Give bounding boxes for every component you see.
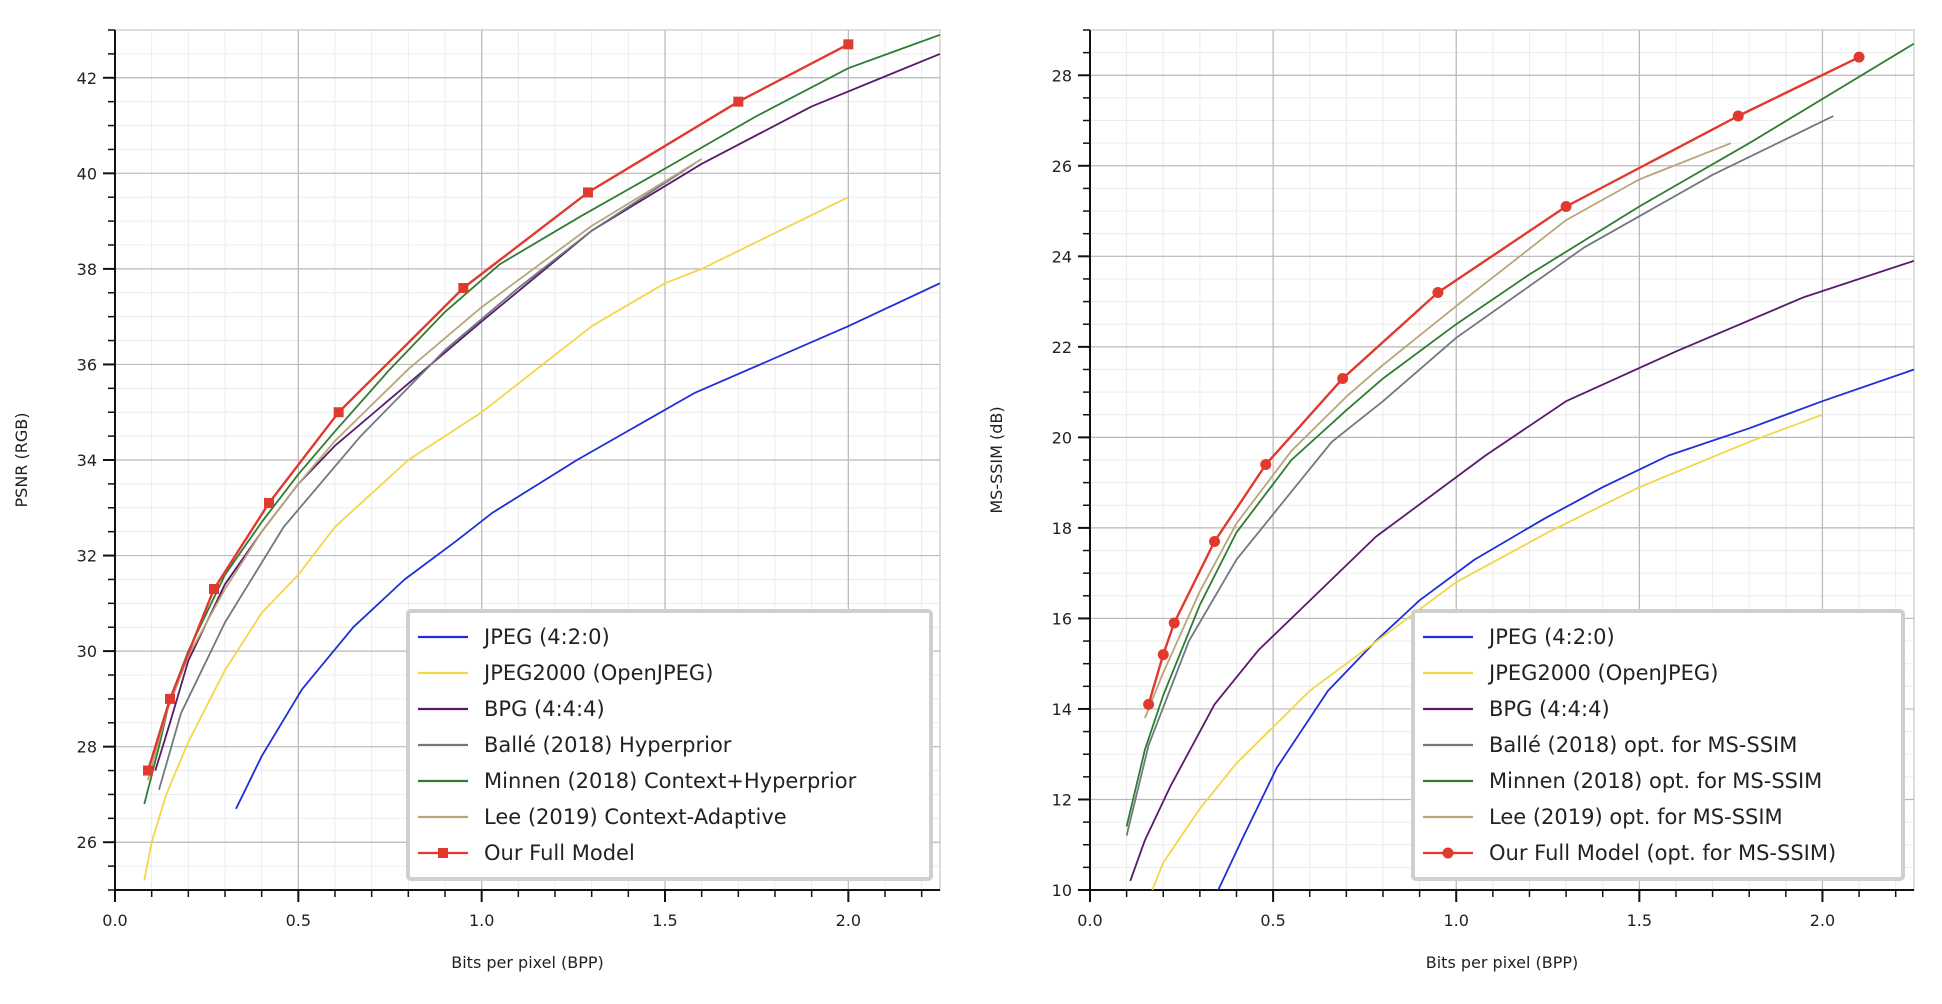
y-tick-label: 16 <box>1052 609 1072 628</box>
data-point-ours <box>458 283 469 293</box>
x-tick-label: 2.0 <box>836 911 861 930</box>
legend-label: Our Full Model <box>484 841 635 865</box>
series-line-jpeg2000 <box>1151 413 1823 890</box>
y-axis-label: MS-SSIM (dB) <box>987 406 1006 513</box>
series-layer <box>143 33 940 881</box>
y-tick-label: 30 <box>77 642 97 661</box>
series-line-lee <box>147 158 703 781</box>
series-line-lee <box>1144 142 1732 719</box>
x-tick-label: 1.0 <box>469 911 494 930</box>
y-tick-label: 40 <box>77 164 97 183</box>
legend: JPEG (4:2:0) JPEG2000 (OpenJPEG) BPG (4:4:… <box>406 609 933 881</box>
series-line-balle <box>158 163 695 790</box>
legend-label: Minnen (2018) opt. for MS-SSIM <box>1489 769 1822 793</box>
series-line-ours <box>1147 56 1860 705</box>
data-point-ours <box>1209 535 1221 547</box>
data-point-ours <box>1432 287 1444 299</box>
data-point-ours <box>1853 51 1865 63</box>
x-tick-label: 2.0 <box>1810 911 1835 930</box>
data-point-ours <box>1337 373 1349 385</box>
x-tick-label: 1.5 <box>652 911 677 930</box>
y-tick-label: 42 <box>77 69 97 88</box>
y-tick-label: 26 <box>1052 157 1072 176</box>
legend-label: Lee (2019) Context-Adaptive <box>484 805 787 829</box>
y-axis-label: PSNR (RGB) <box>12 413 31 508</box>
legend-marker-square <box>438 848 448 858</box>
legend-label: JPEG (4:2:0) <box>1487 625 1615 649</box>
series-line-jpeg2000 <box>143 196 849 881</box>
x-tick-label: 0.0 <box>1077 911 1102 930</box>
data-point-ours <box>1260 459 1272 471</box>
y-tick-label: 12 <box>1052 790 1072 809</box>
series-line-bpg <box>154 53 940 771</box>
y-tick-label: 24 <box>1052 247 1072 266</box>
legend-label: BPG (4:4:4) <box>484 697 605 721</box>
data-point-ours <box>1157 649 1169 661</box>
x-tick-label: 0.5 <box>286 911 311 930</box>
x-tick-label: 1.0 <box>1443 911 1468 930</box>
data-point-ours <box>333 407 344 418</box>
series-line-minnen <box>1125 42 1914 827</box>
data-point-ours <box>1143 698 1155 710</box>
y-tick-label: 34 <box>77 451 97 470</box>
data-point-ours <box>583 187 593 198</box>
x-axis-label: Bits per pixel (BPP) <box>1426 953 1579 972</box>
series-line-bpg <box>1129 259 1914 882</box>
legend-box <box>406 609 933 881</box>
x-tick-label: 0.0 <box>102 911 127 930</box>
psnr-panel: 0.0 0.5 1.0 1.5 2.0 26 28 30 32 34 36 38 40 42 Bits pe… <box>12 29 941 972</box>
data-point-ours <box>733 96 744 107</box>
y-tick-label: 18 <box>1052 519 1072 538</box>
legend-label: JPEG (4:2:0) <box>482 625 610 649</box>
legend-label: Minnen (2018) Context+Hyperprior <box>484 769 857 793</box>
data-point-ours <box>165 693 175 704</box>
series-line-jpeg <box>1217 368 1914 890</box>
y-tick-label: 14 <box>1052 700 1072 719</box>
series-layer <box>1125 42 1914 890</box>
data-point-ours <box>843 39 854 50</box>
y-tick-label: 28 <box>77 738 97 757</box>
y-tick-label: 26 <box>77 833 97 852</box>
y-tick-label: 28 <box>1052 66 1072 85</box>
y-tick-label: 22 <box>1052 338 1072 357</box>
data-point-ours <box>1732 110 1744 122</box>
data-point-ours <box>209 584 219 594</box>
y-tick-label: 32 <box>77 547 97 566</box>
x-tick-label: 1.5 <box>1627 911 1652 930</box>
y-tick-label: 36 <box>77 355 97 374</box>
legend-label: Ballé (2018) opt. for MS-SSIM <box>1489 733 1797 757</box>
ms-ssim-panel: 0.0 0.5 1.0 1.5 2.0 10 12 14 16 18 20 22 24 26 28 Bits … <box>987 29 1915 972</box>
legend-label: JPEG2000 (OpenJPEG) <box>482 661 713 685</box>
legend-label: BPG (4:4:4) <box>1489 697 1610 721</box>
y-tick-label: 20 <box>1052 428 1072 447</box>
legend-box <box>1411 609 1905 881</box>
x-tick-label: 0.5 <box>1260 911 1285 930</box>
series-line-jpeg <box>235 282 940 810</box>
legend-label: Lee (2019) opt. for MS-SSIM <box>1489 805 1783 829</box>
data-point-ours <box>264 498 274 508</box>
legend-label: JPEG2000 (OpenJPEG) <box>1487 661 1718 685</box>
legend-marker-circle <box>1442 847 1454 859</box>
data-point-ours <box>1560 201 1572 213</box>
legend: JPEG (4:2:0) JPEG2000 (OpenJPEG) BPG (4:4:… <box>1411 609 1905 881</box>
y-tick-label: 10 <box>1052 881 1072 900</box>
legend-label: Our Full Model (opt. for MS-SSIM) <box>1489 841 1836 865</box>
y-tick-label: 38 <box>77 260 97 279</box>
x-axis-label: Bits per pixel (BPP) <box>451 953 604 972</box>
data-point-ours <box>143 765 153 776</box>
series-line-balle <box>1125 115 1834 836</box>
legend-label: Ballé (2018) Hyperprior <box>484 733 732 757</box>
data-point-ours <box>1168 617 1180 629</box>
